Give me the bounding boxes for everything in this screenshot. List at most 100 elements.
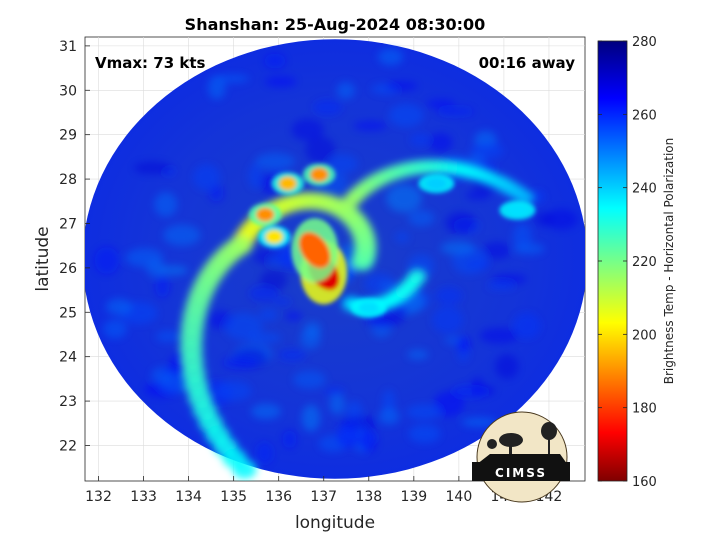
texture-blob xyxy=(208,184,224,202)
texture-blob xyxy=(300,328,321,350)
texture-blob xyxy=(426,99,456,109)
colorbar-tick-label: 280 xyxy=(632,35,657,50)
texture-blob xyxy=(264,53,286,69)
texture-blob xyxy=(258,308,278,322)
texture-blob xyxy=(366,319,398,328)
colorbar-tick-label: 260 xyxy=(632,108,657,123)
colorbar-tick-label: 180 xyxy=(632,402,657,417)
texture-blob xyxy=(440,241,475,255)
feature-outer-band xyxy=(507,204,528,217)
feature-outer-band xyxy=(426,177,447,190)
x-tick-label: 133 xyxy=(130,489,157,505)
y-axis: 22 23 24 25 26 27 28 29 30 31 xyxy=(59,39,90,454)
feature-rainband xyxy=(265,229,284,244)
texture-blob xyxy=(284,311,302,321)
x-tick-label: 140 xyxy=(446,489,473,505)
colorbar-tick-label: 160 xyxy=(632,475,657,490)
texture-blob xyxy=(394,231,410,243)
texture-blob xyxy=(461,417,497,427)
texture-blob xyxy=(336,82,355,100)
texture-blob xyxy=(512,223,532,251)
y-tick-label: 26 xyxy=(59,261,77,277)
texture-blob xyxy=(378,48,404,66)
texture-blob xyxy=(456,335,471,352)
cimss-logo: CIMSS xyxy=(472,411,570,503)
texture-blob xyxy=(105,298,132,315)
texture-blob xyxy=(544,208,578,230)
texture-blob xyxy=(94,246,120,275)
colorbar xyxy=(597,40,628,482)
cimss-logo-text: CIMSS xyxy=(495,466,547,480)
y-tick-label: 27 xyxy=(59,216,77,232)
y-tick-label: 22 xyxy=(59,438,77,454)
x-axis-label: longitude xyxy=(295,513,375,533)
texture-blob xyxy=(428,132,453,153)
texture-blob xyxy=(470,141,504,160)
chart-title: Shanshan: 25-Aug-2024 08:30:00 xyxy=(185,15,486,34)
y-tick-label: 23 xyxy=(59,394,77,410)
texture-blob xyxy=(293,370,326,389)
texture-blob xyxy=(445,211,476,234)
texture-blob xyxy=(313,99,343,116)
y-axis-label: latitude xyxy=(33,226,53,291)
rainband-cell xyxy=(408,269,427,284)
texture-blob xyxy=(326,154,358,174)
texture-blob xyxy=(216,74,250,83)
x-tick-label: 135 xyxy=(220,489,247,505)
texture-blob xyxy=(410,133,430,147)
texture-blob xyxy=(248,163,263,189)
texture-blob xyxy=(155,274,170,298)
texture-blob xyxy=(193,164,221,191)
texture-blob xyxy=(133,161,171,175)
x-tick-label: 132 xyxy=(85,489,112,505)
y-tick-label: 31 xyxy=(59,39,77,55)
vmax-annotation: Vmax: 73 kts xyxy=(95,54,205,72)
time-offset-annotation: 00:16 away xyxy=(479,54,576,72)
texture-blob xyxy=(432,306,463,334)
texture-blob xyxy=(408,424,441,444)
colorbar-tick-label: 200 xyxy=(632,328,657,343)
texture-blob xyxy=(249,285,280,302)
swath-image xyxy=(85,39,585,480)
texture-blob xyxy=(336,423,360,449)
x-tick-label: 139 xyxy=(400,489,427,505)
texture-blob xyxy=(379,281,400,291)
texture-blob xyxy=(282,430,297,449)
texture-blob xyxy=(103,319,127,339)
texture-blob xyxy=(386,184,422,213)
texture-blob xyxy=(407,349,429,360)
texture-blob xyxy=(385,81,418,92)
texture-blob xyxy=(406,404,442,420)
texture-blob xyxy=(435,286,463,306)
colorbar-tick-label: 240 xyxy=(632,182,657,197)
texture-blob xyxy=(479,327,519,344)
texture-blob xyxy=(255,152,295,170)
texture-blob xyxy=(125,248,164,267)
texture-blob xyxy=(535,212,554,227)
rainband-cell xyxy=(232,459,257,480)
x-tick-label: 136 xyxy=(265,489,292,505)
texture-blob xyxy=(215,381,252,401)
texture-blob xyxy=(408,209,435,227)
y-tick-label: 28 xyxy=(59,172,77,188)
y-tick-label: 25 xyxy=(59,305,77,321)
texture-blob xyxy=(495,354,519,379)
texture-blob xyxy=(251,403,281,420)
texture-blob xyxy=(158,265,188,276)
texture-blob xyxy=(155,330,181,343)
texture-blob xyxy=(259,269,288,291)
texture-blob xyxy=(278,348,307,362)
y-tick-label: 30 xyxy=(59,83,77,99)
texture-blob xyxy=(305,136,336,164)
feature-eyewall-core xyxy=(299,232,331,269)
texture-blob xyxy=(433,391,465,417)
y-tick-label: 24 xyxy=(59,350,77,366)
texture-blob xyxy=(388,103,424,127)
texture-blob xyxy=(353,120,388,131)
texture-blob xyxy=(436,107,475,116)
texture-blob xyxy=(224,312,263,340)
feature-rainband xyxy=(278,176,297,191)
texture-blob xyxy=(154,192,178,217)
texture-blob xyxy=(487,281,515,290)
